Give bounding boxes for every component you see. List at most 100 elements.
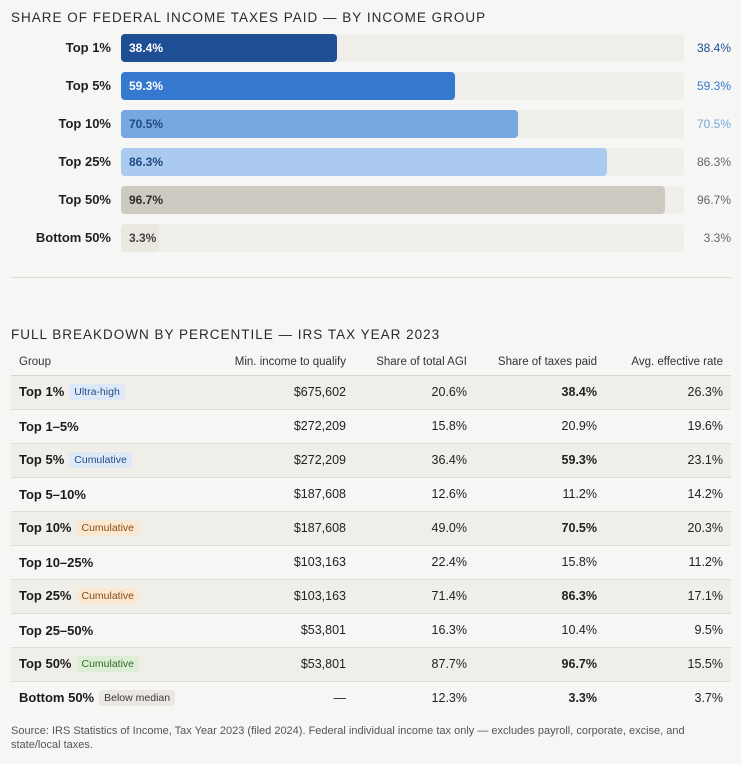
taxes-share-cell: 59.3% — [475, 443, 605, 478]
group-name: Top 1% — [19, 384, 65, 399]
bar-track: 38.4% — [121, 34, 684, 62]
chart-title: SHARE OF FEDERAL INCOME TAXES PAID — BY … — [11, 10, 487, 25]
group-badge: Cumulative — [76, 588, 140, 604]
group-badge: Cumulative — [69, 452, 132, 468]
bar-category-label: Top 10% — [58, 116, 112, 131]
bar-row: Top 25% 86.3% 86.3% — [0, 148, 741, 176]
table-row: Top 5% Cumulative $272,209 36.4% 59.3% 23.1% — [11, 443, 731, 478]
effective-rate-cell: 3.7% — [694, 691, 724, 706]
group-name: Top 25% — [19, 588, 72, 603]
group-name: Top 50% — [19, 656, 72, 671]
bar: 38.4% — [121, 34, 338, 62]
min-income-cell: $272,209 — [201, 443, 354, 478]
bar-inner-label: 3.3% — [129, 231, 157, 245]
header-effective-rate: Avg. effective rate — [605, 350, 731, 376]
table-row: Top 1–5% $272,209 15.8% 20.9% 19.6% — [11, 409, 731, 444]
group-name: Top 5% — [19, 452, 65, 467]
group-badge: Ultra-high — [69, 384, 125, 400]
bar-row: Top 1% 38.4% 38.4% — [0, 34, 741, 62]
agi-share-cell: 12.6% — [354, 477, 475, 512]
table-row: Top 5–10% $187,608 12.6% 11.2% 14.2% — [11, 477, 731, 512]
taxes-share-cell: 20.9% — [475, 409, 605, 444]
group-badge: Below median — [99, 690, 176, 707]
effective-rate-cell: 19.6% — [605, 409, 731, 444]
bar-value-label: 70.5% — [696, 117, 731, 131]
table-row: Top 1% Ultra-high $675,602 20.6% 38.4% 26.3% — [11, 375, 731, 410]
bar: 3.3% — [121, 224, 159, 252]
min-income-cell: $103,163 — [201, 579, 354, 614]
agi-share-cell: 16.3% — [354, 613, 475, 648]
taxes-share-cell: 96.7% — [475, 647, 605, 682]
bar: 86.3% — [121, 148, 607, 176]
group-name: Bottom 50% — [19, 690, 95, 706]
source-note: Source: IRS Statistics of Income, Tax Ye… — [11, 725, 685, 751]
taxes-share-cell: 3.3% — [568, 691, 598, 706]
effective-rate-cell: 26.3% — [605, 375, 731, 410]
group-cell: Top 1–5% — [11, 409, 201, 444]
table-row: Top 10% Cumulative $187,608 49.0% 70.5% 20.3% — [11, 511, 731, 546]
bar-track: 96.7% — [121, 186, 684, 214]
bar-inner-label: 86.3% — [129, 155, 164, 169]
table-header-row: Group Min. income to qualify Share of to… — [11, 350, 731, 376]
effective-rate-cell: 15.5% — [605, 647, 731, 682]
taxes-share-cell: 10.4% — [475, 613, 605, 648]
bar-inner-label: 59.3% — [129, 79, 164, 93]
table-row: Top 50% Cumulative $53,801 87.7% 96.7% 15.5% — [11, 647, 731, 682]
min-income-cell: $187,608 — [201, 511, 354, 546]
bar-inner-label: 70.5% — [129, 117, 164, 131]
table-row: Top 10–25% $103,163 22.4% 15.8% 11.2% — [11, 545, 731, 580]
group-name: Top 10–25% — [19, 554, 94, 570]
bar: 59.3% — [121, 72, 455, 100]
group-name: Top 1–5% — [19, 418, 79, 434]
group-cell: Top 10% Cumulative — [11, 511, 201, 546]
breakdown-table: Group Min. income to qualify Share of to… — [11, 350, 731, 715]
min-income-cell: $272,209 — [201, 409, 354, 444]
min-income-cell: $103,163 — [201, 545, 354, 580]
bar-row: Top 10% 70.5% 70.5% — [0, 110, 741, 138]
table-title: FULL BREAKDOWN BY PERCENTILE — IRS TAX Y… — [11, 327, 441, 342]
group-name: Top 25–50% — [19, 622, 94, 638]
bar-row: Bottom 50% 3.3% 3.3% — [0, 224, 741, 252]
taxes-share-cell: 15.8% — [475, 545, 605, 580]
bar-value-label: 86.3% — [696, 155, 731, 169]
group-cell: Top 25–50% — [11, 613, 201, 648]
bar-category-label: Top 5% — [65, 78, 111, 93]
group-cell: Top 1% Ultra-high — [11, 375, 201, 410]
min-income-cell: $53,801 — [201, 613, 354, 648]
min-income-cell: — — [333, 691, 347, 706]
effective-rate-cell: 9.5% — [605, 613, 731, 648]
group-cell: Top 10–25% — [11, 545, 201, 580]
bar-row: Top 50% 96.7% 96.7% — [0, 186, 741, 214]
header-group: Group — [11, 350, 201, 376]
agi-share-cell: 49.0% — [354, 511, 475, 546]
effective-rate-cell: 14.2% — [605, 477, 731, 512]
bar: 96.7% — [121, 186, 666, 214]
effective-rate-cell: 17.1% — [605, 579, 731, 614]
min-income-cell: $675,602 — [201, 375, 354, 410]
effective-rate-cell: 23.1% — [605, 443, 731, 478]
group-name: Top 5–10% — [19, 486, 86, 502]
effective-rate-cell: 11.2% — [605, 545, 731, 580]
header-agi-share: Share of total AGI — [354, 350, 475, 376]
agi-share-cell: 12.3% — [431, 691, 467, 706]
bar-track: 70.5% — [121, 110, 684, 138]
min-income-cell: $187,608 — [201, 477, 354, 512]
bar: 70.5% — [121, 110, 518, 138]
table-row: Bottom 50% Below median — 12.3% 3.3% 3.7% — [11, 681, 731, 715]
bar-row: Top 5% 59.3% 59.3% — [0, 72, 741, 100]
bar-category-label: Top 1% — [65, 40, 111, 55]
group-cell: Top 5–10% — [11, 477, 201, 512]
group-badge: Cumulative — [76, 656, 140, 672]
section-divider — [11, 277, 731, 278]
group-cell: Bottom 50% Below median — [11, 681, 201, 715]
bar-value-label: 3.3% — [703, 231, 731, 245]
taxes-share-cell: 38.4% — [475, 375, 605, 410]
bar-track: 86.3% — [121, 148, 684, 176]
agi-share-cell: 87.7% — [354, 647, 475, 682]
header-min-income: Min. income to qualify — [201, 350, 354, 376]
bar-value-label: 59.3% — [696, 79, 731, 93]
agi-share-cell: 71.4% — [354, 579, 475, 614]
bar-value-label: 38.4% — [696, 41, 731, 55]
group-name: Top 10% — [19, 520, 72, 535]
agi-share-cell: 15.8% — [354, 409, 475, 444]
